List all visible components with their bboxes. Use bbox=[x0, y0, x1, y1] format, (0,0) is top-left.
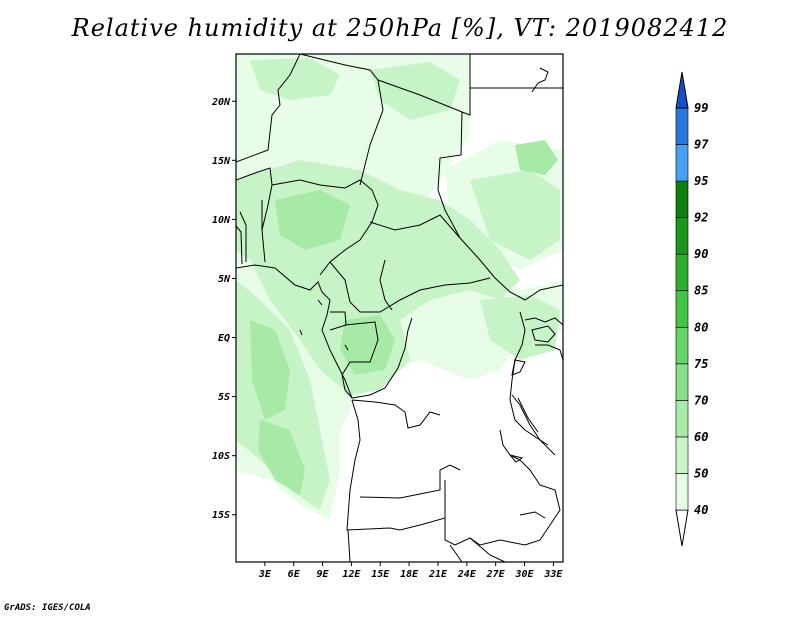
lon-tick-label: 6E bbox=[288, 569, 301, 580]
lon-tick-label: 18E bbox=[400, 569, 419, 580]
colorbar-swatch bbox=[675, 217, 689, 255]
map-frame bbox=[235, 53, 564, 563]
longitude-axis: 3E 6E 9E 12E 15E 18E 21E 24E 27E 30E 33E bbox=[258, 562, 563, 580]
lon-tick-label: 27E bbox=[486, 569, 506, 580]
lon-tick-label: 30E bbox=[514, 569, 534, 580]
colorbar-swatch bbox=[675, 473, 689, 511]
page-title: Relative humidity at 250hPa [%], VT: 201… bbox=[71, 14, 729, 42]
colorbar-level-label: 60 bbox=[694, 430, 708, 444]
humidity-shading bbox=[236, 54, 563, 562]
colorbar-swatch bbox=[675, 253, 689, 292]
lat-tick-label: 15S bbox=[212, 510, 230, 521]
colorbar-level-label: 90 bbox=[694, 247, 708, 261]
colorbar-swatch bbox=[675, 400, 689, 438]
colorbar-swatch bbox=[675, 144, 689, 182]
colorbar-swatch bbox=[675, 363, 689, 401]
lon-tick-label: 12E bbox=[342, 569, 361, 580]
colorbar-level-label: 85 bbox=[694, 284, 708, 298]
colorbar-swatch bbox=[675, 436, 689, 474]
colorbar-swatch bbox=[675, 180, 689, 218]
colorbar-level-label: 99 bbox=[694, 101, 708, 115]
lat-tick-label: 10S bbox=[212, 451, 230, 462]
lat-tick-label: 5N bbox=[218, 274, 231, 285]
colorbar-level-label: 95 bbox=[694, 174, 708, 188]
colorbar-level-label: 92 bbox=[694, 211, 708, 225]
lon-tick-label: 3E bbox=[258, 569, 272, 580]
colorbar-swatch bbox=[675, 107, 689, 145]
colorbar-swatch bbox=[675, 290, 689, 328]
lat-tick-label: EQ bbox=[218, 333, 230, 344]
lat-tick-label: 10N bbox=[212, 215, 231, 226]
colorbar-swatch bbox=[675, 326, 689, 365]
colorbar-max-arrow bbox=[675, 71, 689, 109]
colorbar-level-label: 70 bbox=[694, 393, 708, 407]
lon-tick-label: 9E bbox=[317, 569, 330, 580]
lon-tick-label: 24E bbox=[457, 569, 477, 580]
lat-tick-label: 5S bbox=[218, 392, 230, 403]
colorbar-level-label: 50 bbox=[694, 466, 708, 480]
lon-tick-label: 15E bbox=[371, 569, 390, 580]
lat-tick-label: 20N bbox=[211, 97, 231, 108]
colorbar-level-label: 80 bbox=[694, 320, 708, 334]
lon-tick-label: 21E bbox=[428, 569, 448, 580]
lat-tick-label: 15N bbox=[212, 156, 231, 167]
colorbar-min-arrow bbox=[675, 509, 689, 547]
colorbar: 40 50 60 70 75 80 85 90 92 95 97 99 bbox=[675, 71, 709, 547]
lon-tick-label: 33E bbox=[543, 569, 563, 580]
colorbar-level-label: 97 bbox=[694, 138, 709, 152]
latitude-axis: 20N 15N 10N 5N EQ 5S 10S 15S bbox=[211, 97, 236, 521]
country-borders bbox=[236, 54, 563, 562]
credit-label: GrADS: IGES/COLA bbox=[4, 603, 91, 613]
colorbar-level-label: 40 bbox=[694, 503, 708, 517]
colorbar-level-label: 75 bbox=[694, 357, 708, 371]
